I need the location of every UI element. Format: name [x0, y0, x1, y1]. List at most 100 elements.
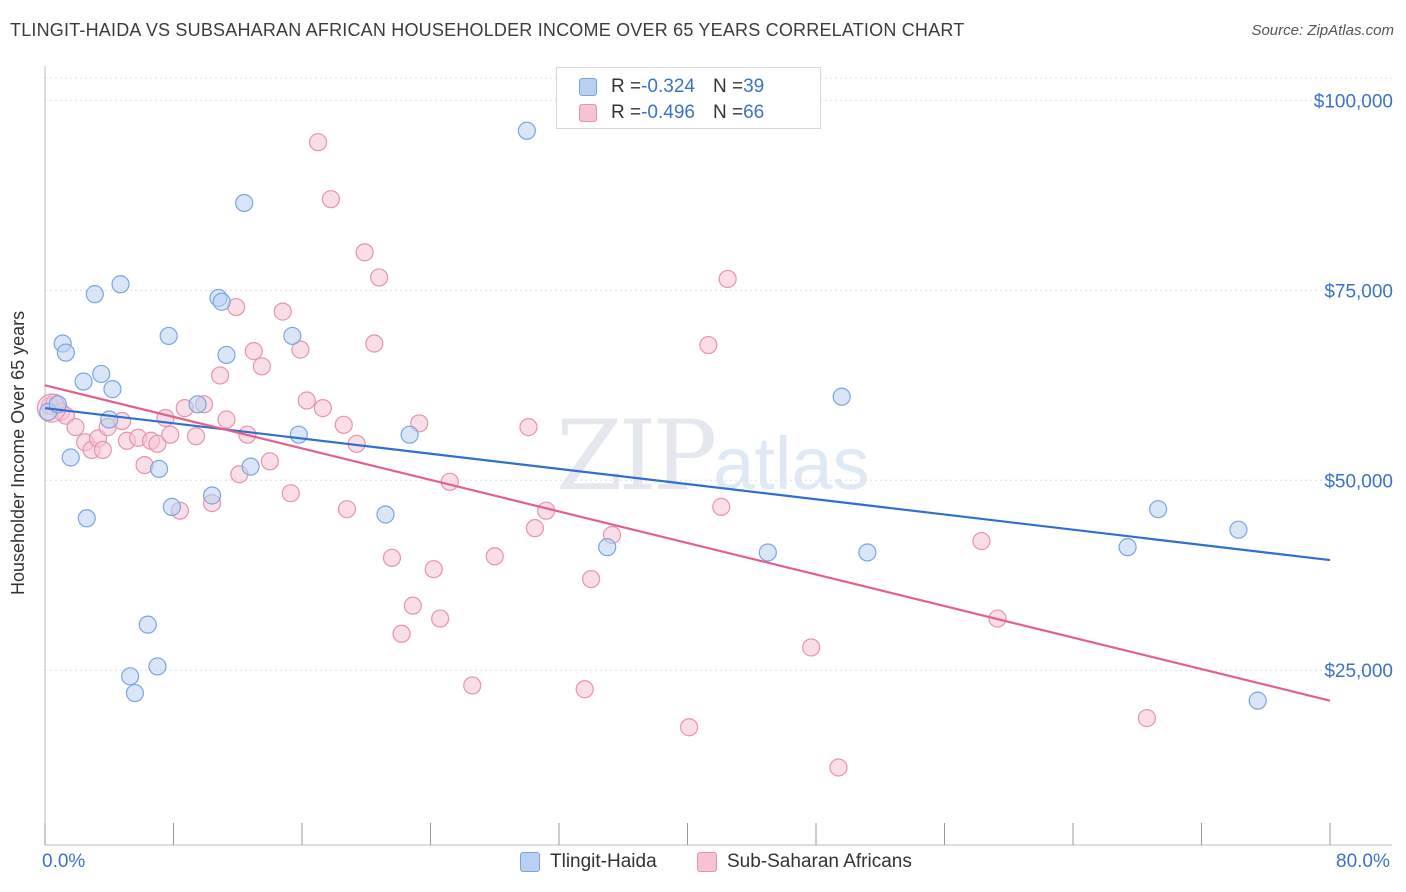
tlingit-haida-point [858, 543, 877, 562]
tlingit-haida-point [103, 380, 122, 399]
sub-saharan-point [582, 569, 601, 589]
sub-saharan-point [291, 340, 310, 359]
sub-saharan-point [297, 391, 316, 410]
tlingit-haida-point [85, 285, 104, 304]
sub-saharan-point [829, 758, 848, 777]
legend-n-value: 66 [743, 102, 765, 123]
x-tick-label-min: 0.0% [42, 851, 86, 872]
tlingit-haida-point [100, 410, 119, 429]
tlingit-haida-point [111, 275, 130, 294]
legend-n-value: 39 [743, 76, 765, 97]
sub-saharan-point [313, 399, 332, 418]
bottom-legend-sub-saharan: Sub-Saharan Africans [697, 851, 912, 873]
correlation-legend: R = -0.324 N = 39 R = -0.496 N = 66 [556, 67, 821, 129]
y-axis-label: Householder Income Over 65 years [8, 310, 28, 595]
sub-saharan-point [370, 268, 389, 287]
sub-saharan-trend-line [44, 384, 1331, 702]
tlingit-haida-point [598, 538, 617, 557]
tlingit-haida-point [289, 425, 308, 444]
y-tick-label: $50,000 [1324, 471, 1393, 492]
legend-row-tlingit-haida: R = -0.324 N = 39 [579, 75, 764, 99]
legend-swatch-pink [579, 104, 597, 122]
bottom-legend-label: Tlingit-Haida [550, 851, 657, 872]
source-credit: Source: ZipAtlas.com [1251, 22, 1394, 39]
legend-r-label: R = [611, 102, 642, 123]
sub-saharan-point [519, 418, 538, 437]
legend-n-label: N = [712, 102, 744, 123]
sub-saharan-point [161, 425, 180, 444]
sub-saharan-point [718, 269, 737, 289]
sub-saharan-point [712, 497, 731, 516]
tlingit-haida-point [376, 505, 395, 524]
tlingit-haida-point [1248, 691, 1267, 710]
tlingit-haida-point [188, 395, 207, 414]
sub-saharan-point [66, 418, 85, 437]
tlingit-haida-point [241, 457, 260, 476]
trend-lines [44, 384, 1331, 702]
tlingit-haida-point [217, 345, 236, 365]
sub-saharan-point [93, 440, 112, 460]
sub-saharan-point [148, 434, 167, 453]
tlingit-haida-point [283, 326, 302, 346]
tlingit-haida-point [61, 448, 80, 467]
y-tick-label: $25,000 [1324, 661, 1393, 682]
sub-saharan-point [485, 547, 504, 566]
sub-saharan-point [525, 519, 545, 538]
sub-saharan-point [321, 190, 341, 209]
tlingit-haida-point [77, 509, 96, 528]
legend-r-label: R = [611, 76, 642, 97]
sub-saharan-point [337, 500, 357, 519]
sub-saharan-point [308, 133, 328, 152]
tlingit-haida-point [212, 292, 231, 311]
tlingit-haida-point [56, 343, 75, 362]
tlingit-haida-point [138, 615, 157, 634]
sub-saharan-point [252, 357, 271, 376]
chart-title: TLINGIT-HAIDA VS SUBSAHARAN AFRICAN HOUS… [10, 20, 965, 40]
y-tick-label: $100,000 [1314, 91, 1393, 112]
sub-saharan-point [699, 335, 718, 355]
legend-row-sub-saharan: R = -0.496 N = 66 [579, 101, 764, 125]
sub-saharan-point [186, 427, 206, 446]
tlingit-haida-point [74, 372, 93, 391]
tlingit-haida-point [832, 387, 851, 406]
tlingit-haida-point [1229, 520, 1248, 539]
sub-saharan-point [440, 472, 459, 491]
sub-saharan-point [575, 680, 594, 699]
y-tick-labels: $25,000 $50,000 $75,000 $100,000 [1314, 91, 1393, 682]
sub-saharan-point [244, 342, 263, 361]
tlingit-haida-point [517, 121, 536, 140]
x-tick-label-max: 80.0% [1336, 851, 1390, 872]
tlingit-haida-trend-line [44, 407, 1331, 562]
sub-saharan-point [382, 548, 402, 567]
bottom-legend-tlingit-haida: Tlingit-Haida [520, 851, 657, 873]
y-tick-label: $75,000 [1324, 281, 1393, 302]
sub-saharan-point [1137, 709, 1156, 728]
tlingit-haida-point [148, 657, 167, 676]
tlingit-haida-point [92, 364, 111, 384]
tlingit-haida-point [1118, 538, 1137, 557]
sub-saharan-point [355, 243, 374, 262]
tlingit-haida-point [121, 667, 140, 686]
tlingit-haida-point [162, 497, 181, 516]
watermark-zip: ZIP [556, 400, 717, 512]
tlingit-haida-point [400, 425, 419, 444]
sub-saharan-point [217, 410, 236, 429]
sub-saharan-point [424, 560, 443, 579]
legend-swatch-blue [579, 78, 597, 96]
sub-saharan-point [210, 366, 230, 385]
tlingit-haida-point [235, 193, 254, 213]
sub-saharan-points [36, 133, 1156, 777]
legend-r-value: -0.496 [641, 102, 695, 123]
sub-saharan-point [431, 609, 450, 628]
sub-saharan-point [334, 415, 353, 434]
tlingit-haida-point [1149, 500, 1168, 519]
bottom-legend-swatch-blue [520, 852, 540, 872]
tlingit-haida-point [758, 543, 777, 562]
legend-n-label: N = [712, 76, 744, 97]
bottom-legend-swatch-pink [697, 852, 717, 872]
sub-saharan-point [365, 334, 384, 353]
sub-saharan-point [403, 596, 422, 615]
sub-saharan-point [273, 302, 292, 321]
tlingit-haida-point [159, 326, 178, 346]
